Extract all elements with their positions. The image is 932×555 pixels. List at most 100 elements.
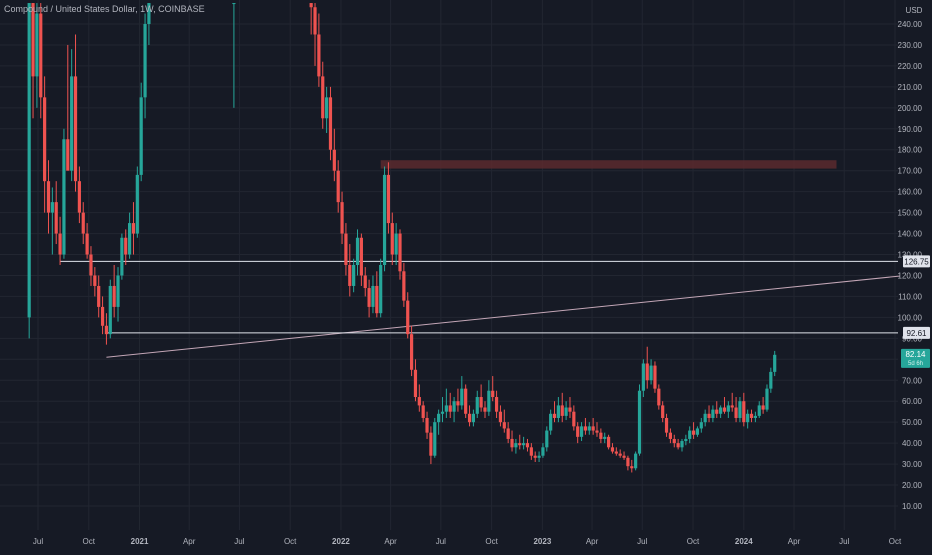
candle-down (89, 254, 93, 276)
candle-up (711, 409, 715, 418)
candle-up (128, 223, 132, 255)
candle-down (97, 285, 101, 307)
candle-down (572, 411, 576, 427)
candle-up (471, 413, 475, 423)
y-tick-label: 170.00 (898, 167, 923, 176)
candle-up (487, 390, 491, 412)
y-tick-label: 210.00 (898, 83, 923, 92)
x-tick-label: Jul (839, 537, 849, 546)
candle-down (498, 411, 503, 423)
candle-down (614, 451, 618, 454)
candle-down (552, 413, 557, 418)
x-tick-label: Jul (637, 537, 647, 546)
candle-down (510, 438, 514, 448)
candle-up (35, 13, 39, 77)
candle-up (541, 447, 545, 456)
candle-down (591, 426, 595, 431)
candle-up (603, 436, 607, 439)
candle-down (359, 237, 363, 276)
candle-up (587, 426, 591, 431)
candle-up (753, 415, 757, 418)
candle-down (668, 432, 673, 439)
last-price-countdown: 5d 6h (908, 361, 923, 367)
candle-up (139, 97, 143, 175)
y-tick-label: 190.00 (898, 125, 923, 134)
y-tick-label: 50.00 (902, 418, 923, 427)
y-tick-label: 70.00 (902, 376, 923, 385)
x-tick-label: Jul (234, 537, 244, 546)
candle-down (406, 300, 410, 335)
y-tick-label: 220.00 (898, 62, 923, 71)
resistance-zone (380, 160, 837, 169)
candle-down (58, 233, 62, 255)
candle-down (77, 181, 81, 213)
candle-up (757, 405, 761, 416)
candle-down (626, 457, 630, 467)
price-axis-background (900, 0, 932, 550)
candle-up (641, 363, 645, 391)
candle-down (66, 139, 70, 171)
title-separator: , (153, 4, 159, 14)
candle-down (653, 365, 657, 389)
candle-down (533, 455, 537, 458)
y-tick-label: 180.00 (898, 146, 923, 155)
candle-up (70, 76, 74, 171)
candle-down (421, 405, 425, 418)
candle-up (719, 407, 723, 414)
level-price-label: 92.61 (906, 329, 927, 338)
time-axis-background (0, 530, 900, 550)
y-tick-label: 30.00 (902, 460, 923, 469)
candle-down (386, 174, 391, 224)
candle-down (479, 397, 483, 408)
candle-down (622, 455, 626, 458)
candle-down (344, 233, 348, 265)
candle-down (100, 306, 105, 326)
candle-up (579, 426, 584, 437)
candle-up (726, 405, 730, 412)
candle-up (684, 438, 688, 442)
candle-down (31, 3, 35, 77)
y-tick-label: 140.00 (898, 230, 923, 239)
candle-down (676, 443, 680, 448)
x-tick-label: Apr (384, 537, 397, 546)
candle-up (325, 97, 329, 119)
candle-down (664, 417, 669, 433)
candle-up (394, 233, 398, 255)
candle-down (43, 97, 47, 182)
candle-down (398, 233, 402, 272)
y-tick-label: 150.00 (898, 209, 923, 218)
candle-down (39, 13, 43, 98)
candle-down (321, 76, 325, 119)
candle-down (46, 181, 51, 213)
candle-up (379, 265, 383, 314)
candle-up (120, 237, 124, 276)
candle-down (328, 97, 333, 150)
y-tick-label: 120.00 (898, 271, 923, 280)
x-tick-label: Oct (83, 537, 96, 546)
candle-up (746, 413, 750, 423)
trend-line (106, 274, 906, 358)
symbol-title: Compound / United States Dollar, 1W, COI… (4, 4, 205, 14)
x-tick-label: 2024 (735, 537, 753, 546)
candle-down (599, 432, 603, 439)
candle-down (618, 453, 622, 456)
y-tick-label: 130.00 (898, 251, 923, 260)
candle-up (699, 422, 703, 429)
candle-up (444, 405, 448, 412)
candle-down (583, 426, 588, 431)
candle-down (645, 363, 649, 381)
candle-up (475, 397, 479, 414)
candle-down (390, 223, 394, 255)
candle-down (518, 443, 522, 446)
candle-down (715, 409, 719, 414)
candle-down (336, 170, 340, 203)
candle-down (707, 413, 711, 418)
x-tick-label: 2021 (131, 537, 149, 546)
candle-down (448, 405, 452, 412)
candle-down (402, 271, 406, 301)
candle-down (560, 405, 564, 416)
candle-up (352, 265, 356, 286)
